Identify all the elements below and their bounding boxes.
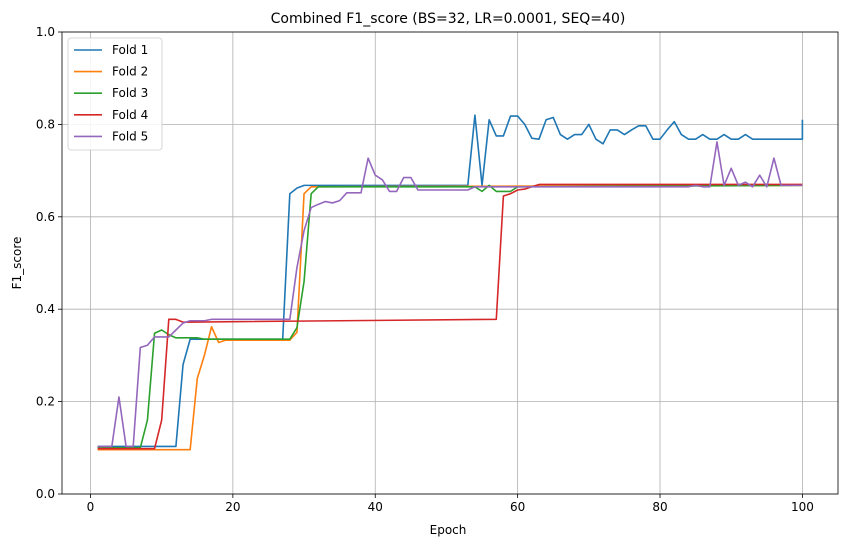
y-tick-label: 0.4 — [36, 302, 55, 316]
x-tick-label: 100 — [791, 500, 814, 514]
series-line-fold-5 — [97, 141, 803, 448]
legend-box — [67, 37, 163, 151]
y-axis-label: F1_score — [10, 237, 24, 290]
x-axis-label: Epoch — [430, 523, 467, 537]
series-line-fold-2 — [97, 184, 803, 451]
ticks: 0 20 40 60 80 100 0.0 0.2 0.4 0.6 0.8 1.0 — [36, 25, 814, 514]
y-tick-label: 0.6 — [36, 210, 55, 224]
x-tick-label: 0 — [87, 500, 95, 514]
x-tick-label: 60 — [510, 500, 525, 514]
x-tick-label: 20 — [225, 500, 240, 514]
legend-label: Fold 4 — [112, 108, 148, 122]
series-line-fold-3 — [97, 184, 803, 449]
y-tick-label: 0.2 — [36, 395, 55, 409]
legend-label: Fold 2 — [112, 65, 148, 79]
series-line-fold-1 — [97, 114, 804, 448]
legend-label: Fold 5 — [112, 129, 148, 143]
series-layer — [97, 114, 804, 451]
y-tick-label: 0.0 — [36, 487, 55, 501]
x-tick-label: 40 — [368, 500, 383, 514]
y-tick-label: 1.0 — [36, 25, 55, 39]
legend-label: Fold 1 — [112, 43, 148, 57]
legend: Fold 1 Fold 2 Fold 3 Fold 4 Fold 5 — [67, 37, 163, 151]
legend-label: Fold 3 — [112, 86, 148, 100]
axes-frame — [61, 31, 839, 495]
y-tick-label: 0.8 — [36, 117, 55, 131]
chart-title: Combined F1_score (BS=32, LR=0.0001, SEQ… — [271, 11, 626, 27]
x-tick-label: 80 — [652, 500, 667, 514]
